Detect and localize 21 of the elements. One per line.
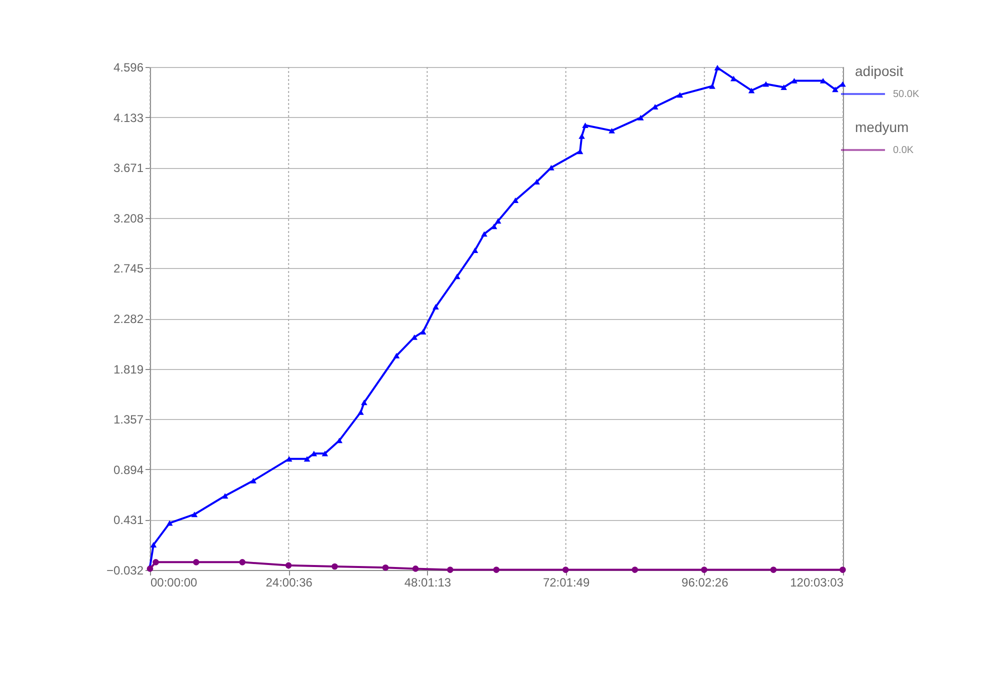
x-tick-label: 24:00:36 (266, 576, 313, 590)
y-tick-label: 4.133 (113, 110, 144, 125)
x-tick-label: 48:01:13 (404, 576, 452, 590)
x-tick-label: 00:00:00 (150, 576, 198, 590)
y-tick-label: 2.745 (113, 262, 144, 276)
y-tick-label: 1.357 (113, 412, 144, 427)
y-tick-label: 1.819 (113, 362, 144, 376)
series-label: adiposit (855, 63, 904, 79)
y-tick-label: 0.894 (113, 462, 144, 477)
text: 50.0K (893, 89, 920, 100)
text: 0.0K (893, 145, 914, 156)
text: medyum (855, 119, 909, 135)
y-tick-label: 0.431 (113, 513, 144, 528)
y-tick-label: 3.208 (113, 211, 144, 226)
y-tick-label: −0.032 (106, 564, 144, 578)
x-tick-label: 72:01:49 (542, 576, 590, 590)
x-tick-label: 120:03:03 (790, 576, 844, 590)
y-tick-label: 2.282 (113, 312, 144, 326)
y-tick-label: 3.671 (113, 161, 144, 176)
y-tick-label: 4.596 (113, 60, 144, 74)
x-tick-label: 96:02:26 (682, 576, 729, 590)
